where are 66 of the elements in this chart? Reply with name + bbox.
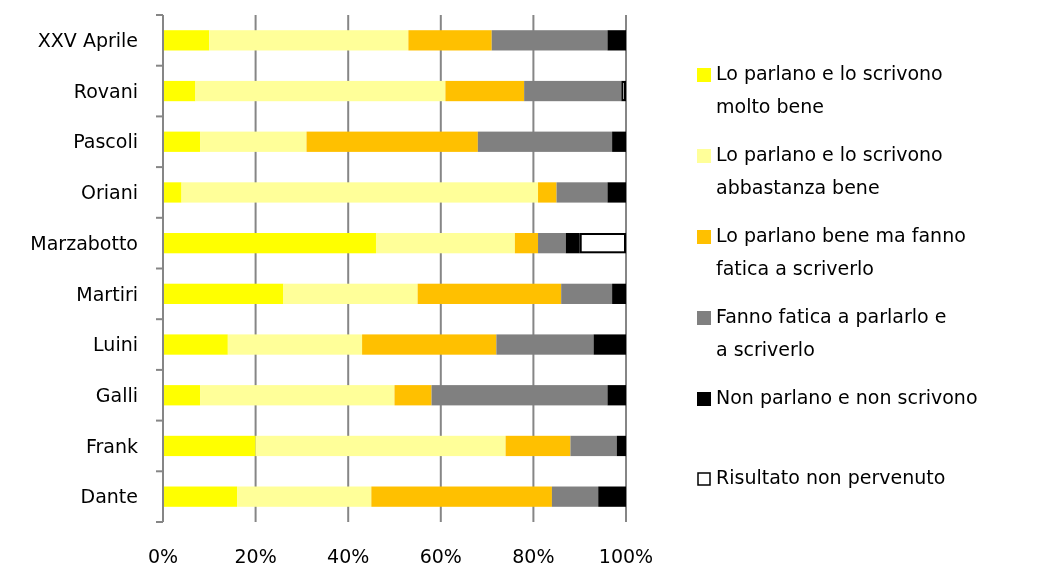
bar	[195, 80, 446, 102]
y-tick-label: Oriani	[80, 181, 138, 204]
bar	[607, 182, 626, 203]
y-tick-label: Luini	[93, 333, 138, 356]
bar	[163, 385, 201, 406]
bar	[570, 435, 617, 457]
bar	[598, 486, 626, 507]
bar	[607, 30, 626, 51]
bar	[163, 283, 284, 304]
bar	[163, 435, 256, 457]
bar	[612, 283, 626, 304]
bar	[551, 486, 599, 507]
bar	[227, 334, 363, 355]
bar	[283, 283, 418, 304]
legend-label: Lo parlano e lo scrivono molto bene	[716, 62, 943, 117]
bar	[163, 233, 376, 254]
y-tick-label: Marzabotto	[30, 231, 138, 254]
x-tick-label: 40%	[327, 545, 370, 567]
bar	[556, 182, 608, 203]
bar	[607, 385, 626, 406]
bar	[616, 435, 626, 457]
x-tick-label: 100%	[598, 545, 654, 567]
bar	[163, 80, 196, 102]
bar	[163, 182, 182, 203]
bar	[505, 435, 571, 457]
bar	[362, 334, 497, 355]
bar	[163, 334, 228, 355]
bar	[538, 233, 566, 254]
bar	[593, 334, 626, 355]
y-tick-label: Rovani	[73, 79, 138, 102]
bar	[621, 80, 626, 102]
bar	[163, 486, 238, 507]
y-tick-label: XXV Aprile	[37, 29, 138, 51]
bar	[200, 385, 395, 406]
bar	[394, 385, 432, 406]
y-tick-label: Frank	[85, 434, 138, 457]
bar	[417, 283, 562, 304]
bar	[612, 131, 626, 152]
bar	[538, 182, 557, 203]
x-tick-label: 60%	[419, 545, 462, 567]
x-tick-label: 20%	[234, 545, 277, 567]
bar	[163, 30, 210, 51]
bar	[181, 182, 539, 203]
bar	[209, 30, 409, 51]
bar	[163, 131, 201, 152]
bar	[375, 233, 515, 254]
bar	[255, 435, 506, 457]
bar	[408, 30, 492, 51]
legend-label: Lo parlano e lo scrivono abbastanza bene	[716, 143, 943, 198]
legend-label: Fanno fatica a parlarlo e a scriverlo	[716, 305, 947, 360]
bar	[371, 486, 552, 507]
bar	[561, 283, 613, 304]
y-tick-label: Pascoli	[73, 130, 138, 153]
x-tick-label: 0%	[147, 545, 179, 567]
y-tick-label: Galli	[95, 383, 138, 406]
legend-label: Risultato non pervenuto	[716, 466, 946, 488]
legend-label: Lo parlano bene ma fanno fatica a scriverlo	[716, 224, 966, 279]
x-tick-label: 80%	[512, 545, 555, 567]
bar	[514, 233, 539, 254]
y-tick-label: Dante	[80, 485, 138, 508]
y-tick-label: Martiri	[76, 282, 138, 305]
bar	[306, 131, 478, 152]
bar	[200, 131, 307, 152]
bar	[445, 80, 525, 102]
bar	[237, 486, 372, 507]
legend-label: Non parlano e non scrivono	[716, 386, 978, 408]
